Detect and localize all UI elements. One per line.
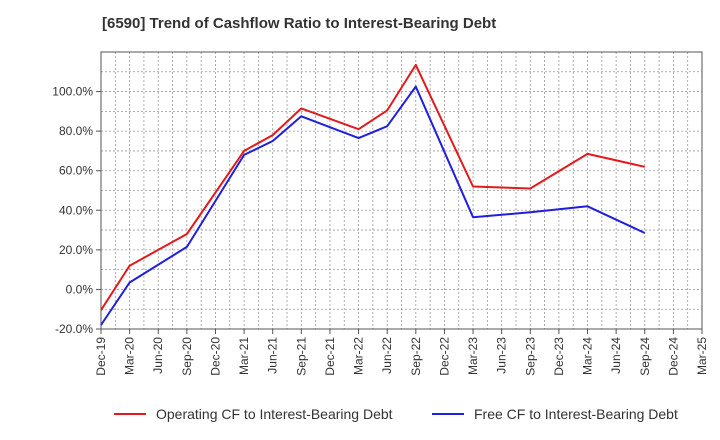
x-tick-label: Mar-20 [123, 337, 137, 375]
x-tick-label: Sep-22 [409, 337, 423, 376]
x-tick-label: Jun-22 [380, 337, 394, 374]
grid-lines [100, 51, 703, 330]
x-tick-label: Sep-23 [523, 337, 537, 376]
series-lines [100, 63, 646, 326]
y-tick-label: 0.0% [66, 282, 94, 296]
x-tick-label: Mar-23 [466, 337, 480, 375]
x-tick-label: Mar-21 [237, 337, 251, 375]
y-tick-label: 20.0% [59, 243, 93, 257]
x-tick-label: Dec-21 [323, 337, 337, 376]
series-line-operating-cf [100, 63, 646, 311]
y-tick-label: 80.0% [59, 124, 93, 138]
legend-swatch-operating-cf [114, 413, 146, 415]
x-axis: Dec-19 Mar-20 Jun-20 Sep-20 Dec-20 Mar-21 Jun-… [94, 329, 709, 376]
x-tick-label: Mar-25 [695, 337, 709, 375]
plot-frame [100, 51, 703, 330]
y-tick-label: 60.0% [59, 164, 93, 178]
x-tick-label: Jun-23 [495, 337, 509, 374]
x-tick-label: Jun-20 [151, 337, 165, 374]
y-tick-label: 40.0% [59, 203, 93, 217]
x-tick-label: Mar-22 [352, 337, 366, 375]
x-tick-label: Sep-24 [638, 337, 652, 376]
x-tick-label: Sep-21 [294, 337, 308, 376]
chart-title: [6590] Trend of Cashflow Ratio to Intere… [102, 15, 497, 32]
x-tick-label: Dec-19 [94, 337, 108, 376]
legend-label-operating-cf: Operating CF to Interest-Bearing Debt [156, 406, 393, 422]
legend-free-cf: Free CF to Interest-Bearing Debt [432, 404, 678, 424]
x-tick-label: Jun-21 [266, 337, 280, 374]
y-tick-label: -20.0% [55, 322, 93, 336]
series-line-free-cf [100, 85, 646, 326]
legend-operating-cf: Operating CF to Interest-Bearing Debt [114, 404, 393, 424]
y-axis: -20.0% 0.0% 20.0% 40.0% 60.0% 80.0% 100.0% [52, 85, 101, 336]
x-tick-label: Dec-22 [437, 337, 451, 376]
x-tick-label: Dec-24 [666, 337, 680, 376]
x-tick-label: Sep-20 [180, 337, 194, 376]
legend-label-free-cf: Free CF to Interest-Bearing Debt [474, 406, 678, 422]
y-tick-label: 100.0% [52, 85, 93, 99]
x-tick-label: Dec-23 [552, 337, 566, 376]
x-tick-label: Dec-20 [208, 337, 222, 376]
x-tick-label: Jun-24 [609, 337, 623, 374]
x-tick-label: Mar-24 [581, 337, 595, 375]
legend-swatch-free-cf [432, 413, 464, 415]
